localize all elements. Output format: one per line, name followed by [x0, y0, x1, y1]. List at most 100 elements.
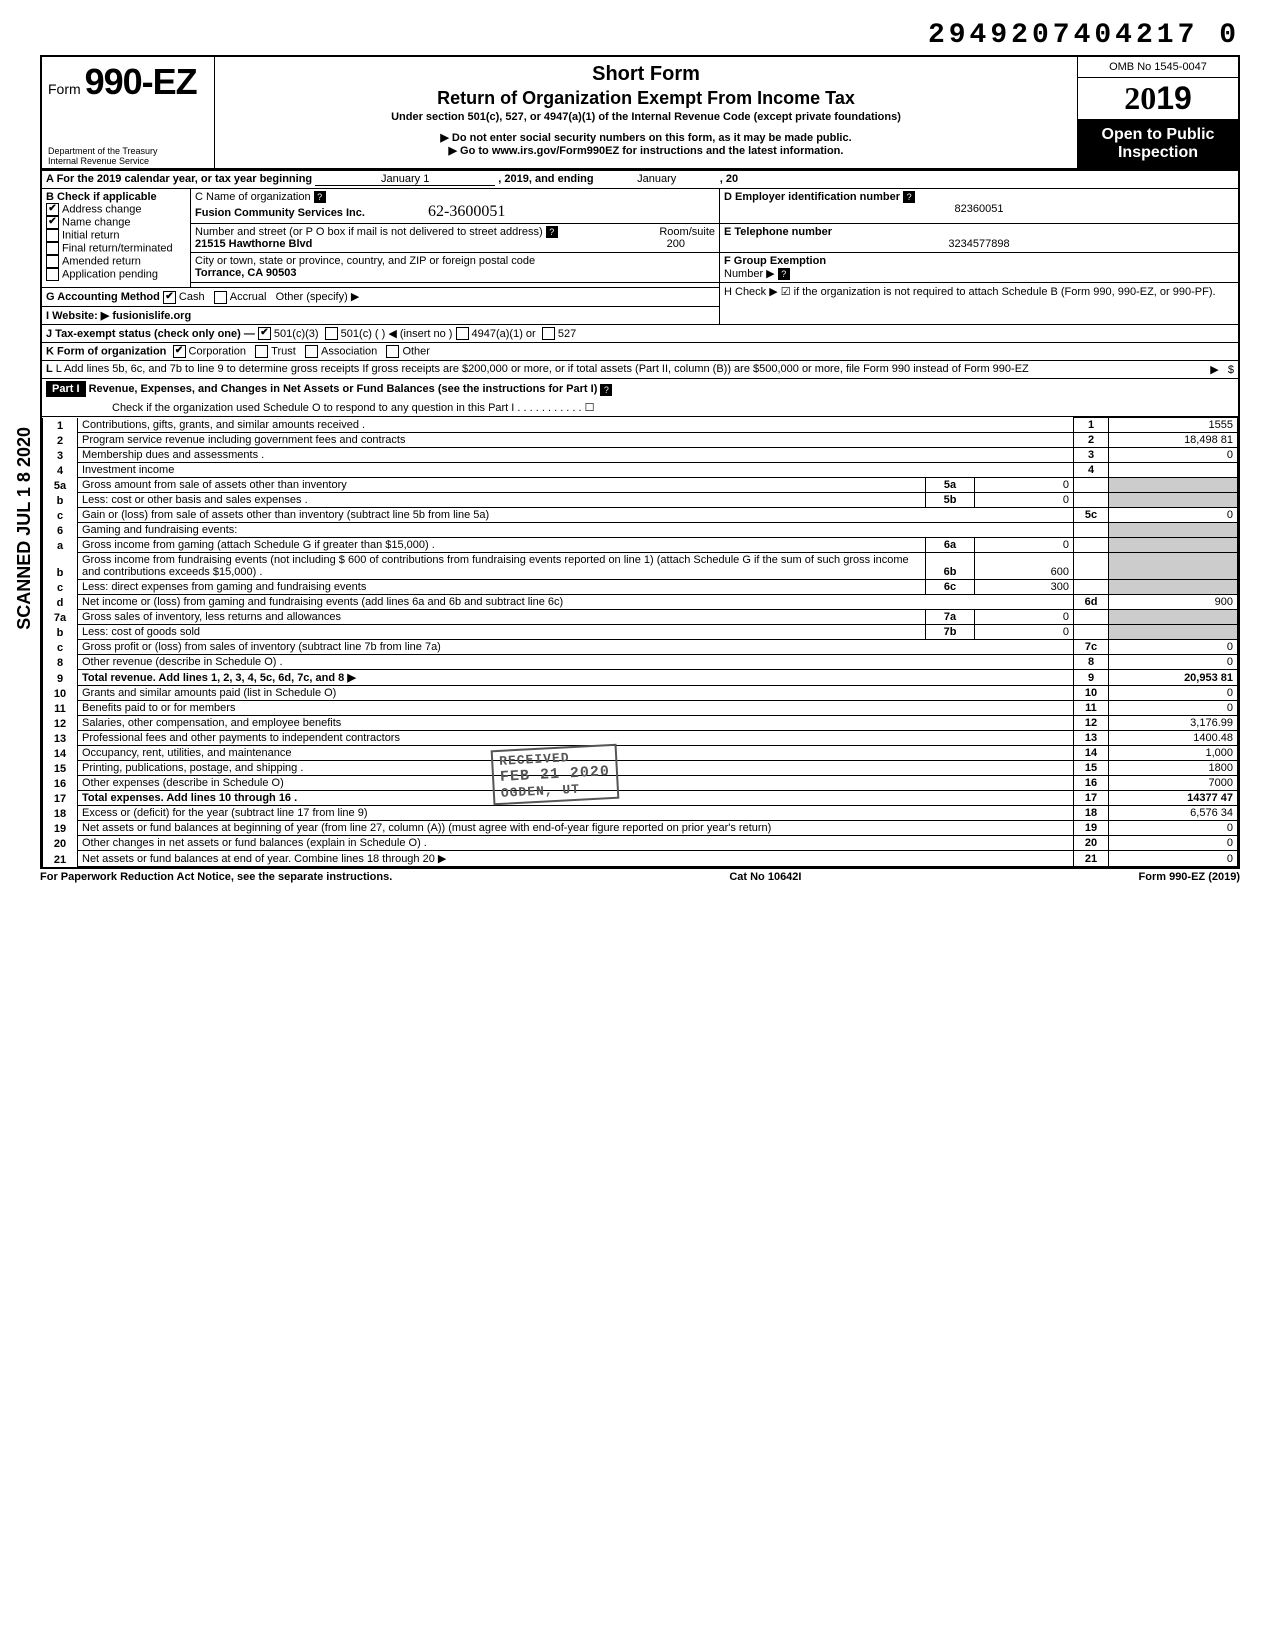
527-checkbox[interactable] [542, 327, 555, 340]
line-box: 13 [1074, 731, 1109, 746]
line-value[interactable]: 1,000 [1109, 746, 1238, 761]
line-value[interactable]: 0 [1109, 686, 1238, 701]
line-mid-value[interactable]: 0 [975, 493, 1074, 508]
line-desc: Program service revenue including govern… [78, 433, 1074, 448]
501c3-checkbox[interactable]: ✔ [258, 327, 271, 340]
accrual-checkbox[interactable] [214, 291, 227, 304]
501c-checkbox[interactable] [325, 327, 338, 340]
line-value[interactable]: 6,576 34 [1109, 806, 1238, 821]
part1-sub: Check if the organization used Schedule … [42, 399, 1238, 416]
line-a-mid: , 2019, and ending [498, 173, 593, 185]
line-box-shaded [1074, 478, 1109, 493]
line-value[interactable]: 1800 [1109, 761, 1238, 776]
phone-value[interactable]: 3234577898 [724, 238, 1234, 250]
501c-label: 501(c) ( [341, 328, 379, 340]
line-value[interactable]: 14377 47 [1109, 791, 1238, 806]
line-box-shaded [1074, 553, 1109, 580]
line-mid-value[interactable]: 0 [975, 538, 1074, 553]
street-value[interactable]: 21515 Hawthorne Blvd [195, 238, 312, 250]
line-value[interactable]: 0 [1109, 836, 1238, 851]
assoc-label: Association [321, 346, 377, 358]
b-checkbox[interactable] [46, 229, 59, 242]
line-number: b [43, 625, 78, 640]
document-number: 2949207404217 0 [40, 20, 1240, 51]
b-item-label: Final return/terminated [62, 242, 173, 254]
line-desc: Gross income from fundraising events (no… [78, 553, 926, 580]
line-desc: Other revenue (describe in Schedule O) . [78, 655, 1074, 670]
org-name[interactable]: Fusion Community Services Inc. [195, 207, 365, 219]
line-mid-value[interactable]: 0 [975, 610, 1074, 625]
title-short-form: Short Form [219, 63, 1073, 86]
4947-label: 4947(a)(1) or [472, 328, 536, 340]
line-desc: Net assets or fund balances at end of ye… [78, 851, 1074, 867]
line-box: 17 [1074, 791, 1109, 806]
line-number: 4 [43, 463, 78, 478]
line-value[interactable]: 0 [1109, 851, 1238, 867]
website-value[interactable]: fusionislife.org [112, 310, 191, 322]
line-desc: Investment income [78, 463, 1074, 478]
section-j-label: J Tax-exempt status (check only one) — [46, 328, 255, 340]
line-value[interactable]: 0 [1109, 701, 1238, 716]
line-value[interactable]: 1555 [1109, 418, 1238, 433]
line-mid-value[interactable]: 300 [975, 580, 1074, 595]
line-mid-label: 5a [926, 478, 975, 493]
line-value[interactable]: 0 [1109, 508, 1238, 523]
line-value[interactable]: 20,953 81 [1109, 670, 1238, 686]
line-number: a [43, 538, 78, 553]
line-value[interactable]: 7000 [1109, 776, 1238, 791]
line-box: 15 [1074, 761, 1109, 776]
trust-checkbox[interactable] [255, 345, 268, 358]
line-value[interactable]: 0 [1109, 448, 1238, 463]
b-checkbox[interactable] [46, 268, 59, 281]
line-mid-label: 6a [926, 538, 975, 553]
line-mid-value[interactable]: 0 [975, 478, 1074, 493]
b-checkbox[interactable] [46, 242, 59, 255]
line-box: 20 [1074, 836, 1109, 851]
section-i-label: I Website: ▶ [46, 310, 109, 322]
line-value[interactable]: 3,176.99 [1109, 716, 1238, 731]
line-number: 2 [43, 433, 78, 448]
line-number: c [43, 508, 78, 523]
line-value[interactable]: 0 [1109, 655, 1238, 670]
line-box: 19 [1074, 821, 1109, 836]
line-mid-value[interactable]: 600 [975, 553, 1074, 580]
line-box: 6d [1074, 595, 1109, 610]
line-number: 1 [43, 418, 78, 433]
b-checkbox[interactable]: ✔ [46, 203, 59, 216]
section-d-label: D Employer identification number [724, 191, 900, 203]
line-desc: Total revenue. Add lines 1, 2, 3, 4, 5c,… [78, 670, 1074, 686]
line-value[interactable]: 900 [1109, 595, 1238, 610]
line-value[interactable]: 18,498 81 [1109, 433, 1238, 448]
line-number: 18 [43, 806, 78, 821]
b-checkbox[interactable]: ✔ [46, 216, 59, 229]
line-mid-value[interactable]: 0 [975, 625, 1074, 640]
line-value-shaded [1109, 553, 1238, 580]
b-checkbox[interactable] [46, 255, 59, 268]
subtitle: Under section 501(c), 527, or 4947(a)(1)… [219, 111, 1073, 123]
cash-label: Cash [179, 291, 205, 303]
line-a-end: , 20 [720, 173, 738, 185]
footer-left: For Paperwork Reduction Act Notice, see … [40, 871, 392, 883]
corp-checkbox[interactable]: ✔ [173, 345, 186, 358]
line-mid-label: 7a [926, 610, 975, 625]
line-value[interactable] [1109, 463, 1238, 478]
city-value[interactable]: Torrance, CA 90503 [195, 267, 297, 279]
assoc-checkbox[interactable] [305, 345, 318, 358]
line-box-shaded [1074, 538, 1109, 553]
line-box: 21 [1074, 851, 1109, 867]
tax-year-end-month[interactable]: January [597, 173, 717, 185]
trust-label: Trust [271, 346, 296, 358]
omb-number: OMB No 1545-0047 [1078, 57, 1238, 78]
other-org-checkbox[interactable] [386, 345, 399, 358]
tax-year-begin[interactable]: January 1 [315, 173, 495, 186]
line-value[interactable]: 0 [1109, 821, 1238, 836]
cash-checkbox[interactable]: ✔ [163, 291, 176, 304]
line-number: c [43, 580, 78, 595]
b-item-label: Initial return [62, 229, 119, 241]
4947-checkbox[interactable] [456, 327, 469, 340]
room-value[interactable]: 200 [667, 238, 715, 250]
line-value[interactable]: 0 [1109, 640, 1238, 655]
line-desc: Gain or (loss) from sale of assets other… [78, 508, 1074, 523]
line-value[interactable]: 1400.48 [1109, 731, 1238, 746]
ein-value[interactable]: 82360051 [724, 203, 1234, 215]
